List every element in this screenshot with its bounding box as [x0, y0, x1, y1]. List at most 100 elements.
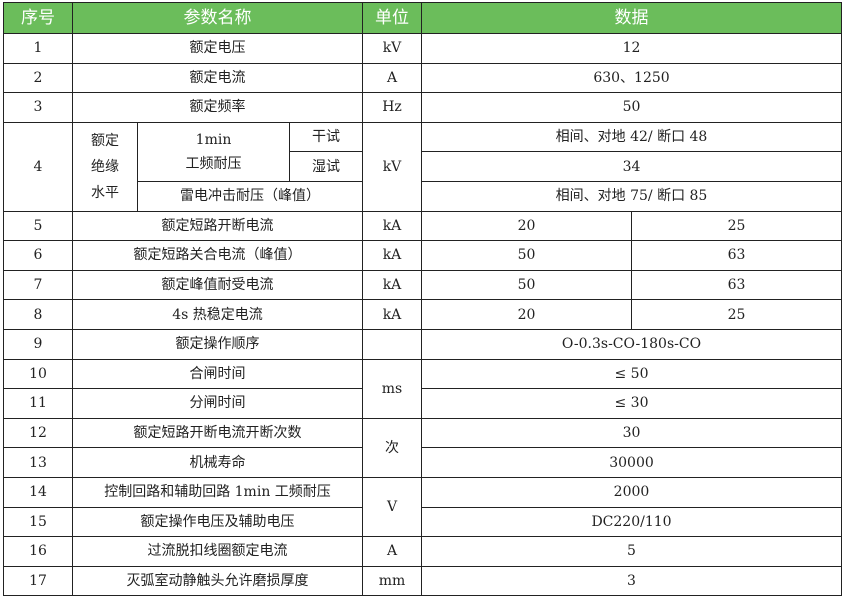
- row-value: ≤ 50: [421, 358, 842, 390]
- header-data: 数据: [421, 2, 842, 34]
- row-value-1: 50: [421, 240, 632, 271]
- table-row: 12 额定短路开断电流开断次数次 30: [3, 417, 842, 478]
- row-unit: [362, 328, 422, 360]
- row-value: 12: [421, 33, 842, 64]
- row-name: 额定电流: [72, 62, 363, 94]
- row-unit: kA: [362, 210, 422, 242]
- parameter-table: 序号 参数名称 单位 数据 1 额定电压 kV 12 2 额定电流 A 630、1250 3 额定…: [3, 2, 842, 597]
- table-row: 1 额定电压 kV 12: [3, 33, 842, 64]
- row-value-2: 25: [631, 299, 842, 330]
- row-value: 30: [421, 417, 842, 449]
- row-name: 额定频率: [72, 92, 363, 123]
- row-value: ≤ 30: [421, 388, 842, 419]
- row-unit: ms: [362, 358, 422, 419]
- row-unit: Hz: [362, 92, 422, 123]
- table-row: 16 过流脱扣线圈额定电流 A 5: [3, 536, 842, 567]
- table-row: 9 额定操作顺序 O-0.3s-CO-180s-CO: [3, 328, 842, 360]
- row-value-2: 25: [631, 210, 842, 242]
- row-name: 分闸时间: [72, 388, 363, 419]
- row-unit: 次: [362, 417, 422, 478]
- table-row: 11 分闸时间 ≤ 30: [3, 388, 842, 419]
- table-row: 湿试 34: [4, 151, 842, 182]
- row-value-2: 63: [631, 240, 842, 271]
- wet-test-label: 湿试: [289, 151, 363, 182]
- row-name: 合闸时间: [72, 358, 363, 390]
- row-name: 额定峰值耐受电流: [72, 269, 363, 301]
- row-unit: kA: [362, 299, 422, 330]
- power-frequency-label: 1min 工频耐压: [137, 121, 290, 182]
- row-no: 9: [3, 328, 73, 360]
- row-name: 额定短路开断电流开断次数: [72, 417, 363, 449]
- table-row: 4 额定 绝缘 水平 1min 工频耐压 干试 kV 相间、对地 42/ 断口 48: [3, 121, 842, 212]
- dry-test-label: 干试: [289, 121, 363, 153]
- row-no: 5: [3, 210, 73, 242]
- table-row: 雷电冲击耐压（峰值） 相间、对地 75/ 断口 85: [4, 180, 842, 212]
- row-value: 630、1250: [421, 62, 842, 94]
- group-label-line: 额定: [91, 132, 119, 149]
- row-value: 30000: [421, 447, 842, 478]
- row-value: 50: [421, 92, 842, 123]
- group-label-line: 绝缘: [91, 158, 119, 175]
- lightning-impulse-value: 相间、对地 75/ 断口 85: [421, 180, 842, 212]
- table-row: 5 额定短路开断电流 kA 20 25: [3, 210, 842, 242]
- row-unit: kV: [362, 33, 422, 64]
- table-row: 17 灭弧室动静触头允许磨损厚度 mm 3: [3, 565, 842, 597]
- row-no: 7: [3, 269, 73, 301]
- row-unit: kA: [362, 269, 422, 301]
- row-no: 17: [3, 565, 73, 597]
- row-value: 2000: [421, 476, 842, 508]
- row-no: 4: [3, 121, 73, 212]
- header-name: 参数名称: [72, 2, 363, 34]
- row-unit: kV: [362, 121, 422, 212]
- row-no: 2: [3, 62, 73, 94]
- table-row: 8 4s 热稳定电流 kA 20 25: [3, 299, 842, 330]
- row-unit: A: [362, 62, 422, 94]
- row-value: DC220/110: [421, 506, 842, 538]
- row-no: 13: [3, 447, 73, 478]
- table-row: 14 控制回路和辅助回路 1min 工频耐压 V 2000: [3, 476, 842, 538]
- row-name: 灭弧室动静触头允许磨损厚度: [72, 565, 363, 597]
- row-name: 4s 热稳定电流: [72, 299, 363, 330]
- row-no: 3: [3, 92, 73, 123]
- lightning-impulse-label: 雷电冲击耐压（峰值）: [137, 180, 363, 212]
- sub-name-line: 工频耐压: [185, 155, 242, 172]
- header-unit: 单位: [362, 2, 422, 34]
- row-no: 16: [3, 536, 73, 567]
- row-name: 额定操作电压及辅助电压: [72, 506, 363, 538]
- row-unit: mm: [362, 565, 422, 597]
- table-row: 3 额定频率 Hz 50: [3, 92, 842, 123]
- row-unit: kA: [362, 240, 422, 271]
- table-row: 13 机械寿命 30000: [3, 447, 842, 478]
- row-no: 10: [3, 358, 73, 390]
- insulation-group-label: 额定 绝缘 水平: [72, 121, 138, 212]
- table-row: 10 合闸时间 ms ≤ 50: [3, 358, 842, 419]
- table-header-row: 序号 参数名称 单位 数据: [3, 2, 842, 34]
- row-value-1: 50: [421, 269, 632, 301]
- row-no: 1: [3, 33, 73, 64]
- table-row: 6 额定短路关合电流（峰值） kA 50 63: [3, 240, 842, 271]
- row-value: 5: [421, 536, 842, 567]
- row-no: 11: [3, 388, 73, 419]
- row-no: 15: [3, 506, 73, 538]
- wet-test-value: 34: [421, 151, 842, 182]
- row-value-1: 20: [421, 299, 632, 330]
- row-value: 3: [421, 565, 842, 597]
- row-value-2: 63: [631, 269, 842, 301]
- row-name: 额定短路开断电流: [72, 210, 363, 242]
- row-name: 额定电压: [72, 33, 363, 64]
- row-no: 6: [3, 240, 73, 271]
- row-value: O-0.3s-CO-180s-CO: [421, 328, 842, 360]
- table-row: 15 额定操作电压及辅助电压 DC220/110: [3, 506, 842, 538]
- row-name: 控制回路和辅助回路 1min 工频耐压: [72, 476, 363, 508]
- row-no: 8: [3, 299, 73, 330]
- dry-test-value: 相间、对地 42/ 断口 48: [421, 121, 842, 153]
- group-label-line: 水平: [91, 184, 119, 201]
- row-unit: V: [362, 476, 422, 538]
- row-name: 过流脱扣线圈额定电流: [72, 536, 363, 567]
- row-name: 额定操作顺序: [72, 328, 363, 360]
- sub-name-line: 1min: [195, 131, 232, 148]
- row-no: 14: [3, 476, 73, 508]
- table-row: 7 额定峰值耐受电流 kA 50 63: [3, 269, 842, 301]
- row-value-1: 20: [421, 210, 632, 242]
- row-name: 机械寿命: [72, 447, 363, 478]
